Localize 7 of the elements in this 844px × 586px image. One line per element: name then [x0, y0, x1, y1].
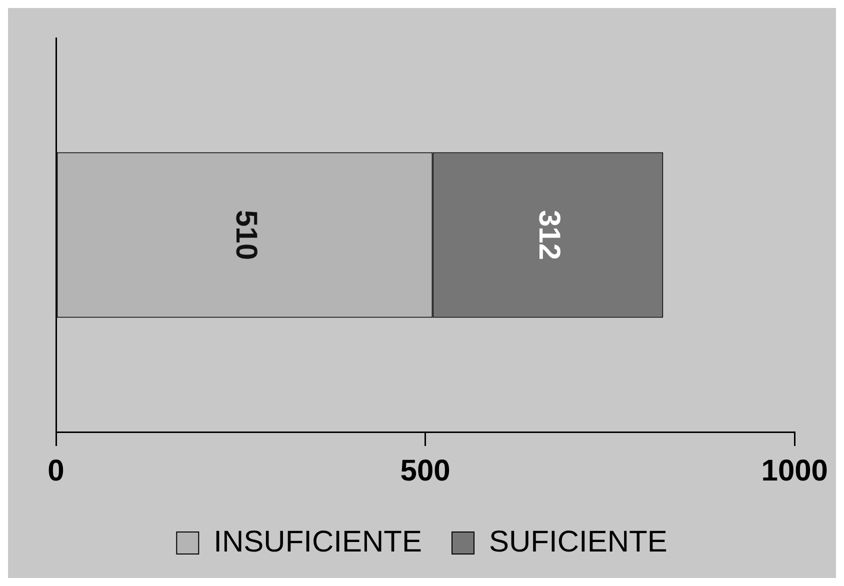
x-tick-label: 500 [400, 454, 450, 488]
data-label: 312 [532, 210, 566, 260]
data-label: 510 [229, 210, 262, 260]
legend-label: SUFICIENTE [489, 525, 668, 558]
x-tick-label: 0 [48, 454, 64, 488]
legend-label: INSUFICIENTE [214, 525, 422, 558]
x-tick-label: 1000 [761, 454, 828, 488]
